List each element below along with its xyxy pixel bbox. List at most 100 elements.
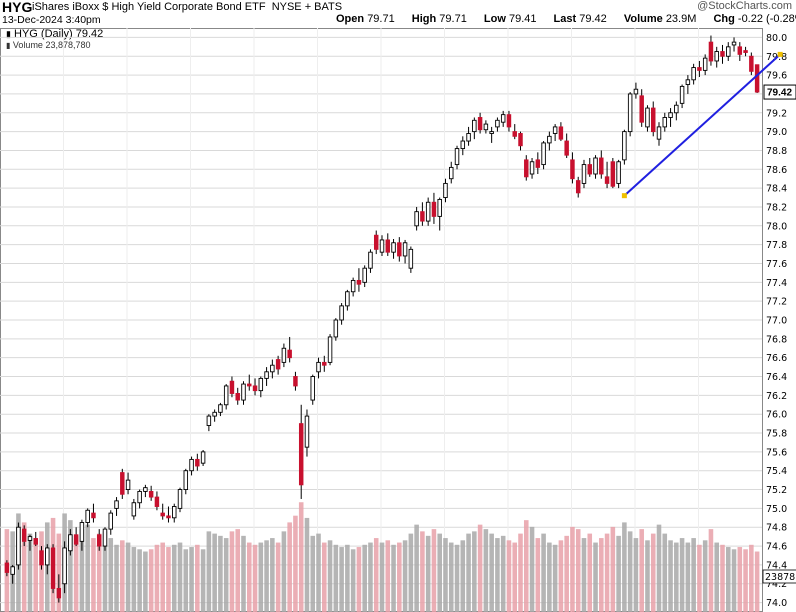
y-tick-label: 77.6 bbox=[766, 259, 787, 270]
y-tick-label: 75.6 bbox=[766, 447, 787, 458]
candle-down bbox=[639, 95, 644, 123]
candle-up bbox=[449, 166, 454, 180]
volume-bar bbox=[610, 526, 616, 612]
last-price-label: 79.42 bbox=[767, 88, 792, 99]
volume-bar bbox=[246, 542, 252, 612]
volume-bar bbox=[362, 544, 367, 612]
candle-down bbox=[587, 164, 592, 175]
candle-down bbox=[298, 423, 304, 486]
volume-bar bbox=[460, 540, 466, 612]
candle-up bbox=[241, 383, 246, 401]
volume-bar bbox=[91, 538, 96, 612]
y-tick-label: 76.2 bbox=[766, 391, 787, 402]
volume-bar bbox=[662, 533, 668, 612]
volume-bar bbox=[275, 542, 281, 612]
candle-up bbox=[679, 85, 685, 104]
chg-label: Chg bbox=[713, 13, 735, 25]
volume-bar bbox=[702, 540, 708, 612]
volume-bar bbox=[368, 542, 373, 612]
candle-up bbox=[16, 526, 21, 566]
y-tick-label: 77.8 bbox=[766, 240, 787, 251]
candle-up bbox=[125, 479, 131, 490]
candle-down bbox=[697, 67, 702, 71]
volume-label: Volume bbox=[623, 13, 663, 25]
security-fullname: iShares iBoxx $ High Yield Corporate Bon… bbox=[32, 1, 266, 13]
candle-down bbox=[148, 490, 154, 498]
volume-bar bbox=[73, 535, 79, 612]
candle-up bbox=[466, 133, 471, 142]
volume-bar bbox=[160, 542, 165, 612]
candle-down bbox=[749, 55, 754, 72]
volume-bar bbox=[391, 544, 396, 612]
candle-up bbox=[108, 512, 113, 530]
candle-down bbox=[91, 512, 96, 519]
candle-up bbox=[668, 112, 673, 118]
candle-down bbox=[50, 547, 56, 589]
volume-bar bbox=[322, 542, 327, 612]
candle-up bbox=[726, 46, 731, 57]
volume-bar bbox=[529, 526, 535, 612]
volume-bar bbox=[114, 544, 119, 612]
volume-legend: ▮ Volume 23,878,780 bbox=[6, 40, 91, 50]
candle-up bbox=[264, 371, 269, 379]
volume-bar bbox=[333, 544, 339, 612]
volume-bar bbox=[737, 547, 743, 612]
volume-bar bbox=[541, 533, 546, 612]
candle-down bbox=[356, 279, 362, 285]
candle-up bbox=[27, 536, 33, 541]
candle-down bbox=[610, 161, 616, 187]
volume-bar bbox=[518, 533, 523, 612]
candle-up bbox=[627, 93, 633, 133]
volume-bar bbox=[743, 549, 748, 612]
candle-up bbox=[500, 114, 506, 123]
volume-bar bbox=[535, 538, 541, 612]
y-tick-label: 74.4 bbox=[766, 560, 787, 571]
high-label: High bbox=[411, 13, 437, 25]
candle-down bbox=[397, 242, 402, 257]
volume-bar bbox=[674, 542, 679, 612]
candle-up bbox=[281, 347, 287, 363]
candle-down bbox=[4, 562, 10, 573]
volume-bar bbox=[685, 542, 691, 612]
candle-down bbox=[743, 50, 748, 53]
volume-bar bbox=[56, 533, 62, 612]
ticker-symbol: HYG bbox=[2, 0, 33, 15]
volume-bar bbox=[483, 529, 489, 612]
volume-bar bbox=[379, 542, 385, 612]
volume-bar bbox=[206, 531, 212, 612]
volume-bar bbox=[235, 529, 241, 612]
candle-down bbox=[570, 159, 575, 180]
candle-down bbox=[535, 159, 541, 168]
volume-bar bbox=[218, 535, 223, 612]
volume-bar bbox=[448, 542, 454, 612]
candle-up bbox=[581, 164, 587, 184]
candle-up bbox=[368, 251, 373, 269]
candle-up bbox=[172, 506, 177, 519]
security-name: iShares iBoxx $ High Yield Corporate Bon… bbox=[32, 1, 342, 13]
candle-down bbox=[754, 64, 760, 93]
volume-bar bbox=[414, 524, 419, 612]
volume-bar bbox=[223, 538, 229, 612]
candle-down bbox=[293, 376, 298, 387]
volume-bar bbox=[373, 538, 379, 612]
candle-down bbox=[599, 157, 604, 175]
volume-bar bbox=[402, 540, 408, 612]
high-value: 79.71 bbox=[439, 13, 467, 25]
candle-up bbox=[143, 487, 148, 492]
candle-up bbox=[454, 148, 460, 166]
candle-down bbox=[512, 131, 517, 137]
candle-down bbox=[154, 496, 160, 507]
candle-down bbox=[252, 385, 258, 392]
candle-up bbox=[102, 528, 108, 547]
candle-up bbox=[131, 502, 137, 517]
volume-bar bbox=[581, 538, 587, 612]
candle-up bbox=[685, 79, 691, 85]
y-tick-label: 78.2 bbox=[766, 202, 787, 213]
candle-down bbox=[247, 383, 252, 387]
volume-bar bbox=[425, 535, 431, 612]
volume-bar bbox=[720, 544, 725, 612]
candle-up bbox=[345, 291, 350, 307]
volume-bar bbox=[108, 538, 114, 612]
candle-down bbox=[431, 201, 437, 217]
